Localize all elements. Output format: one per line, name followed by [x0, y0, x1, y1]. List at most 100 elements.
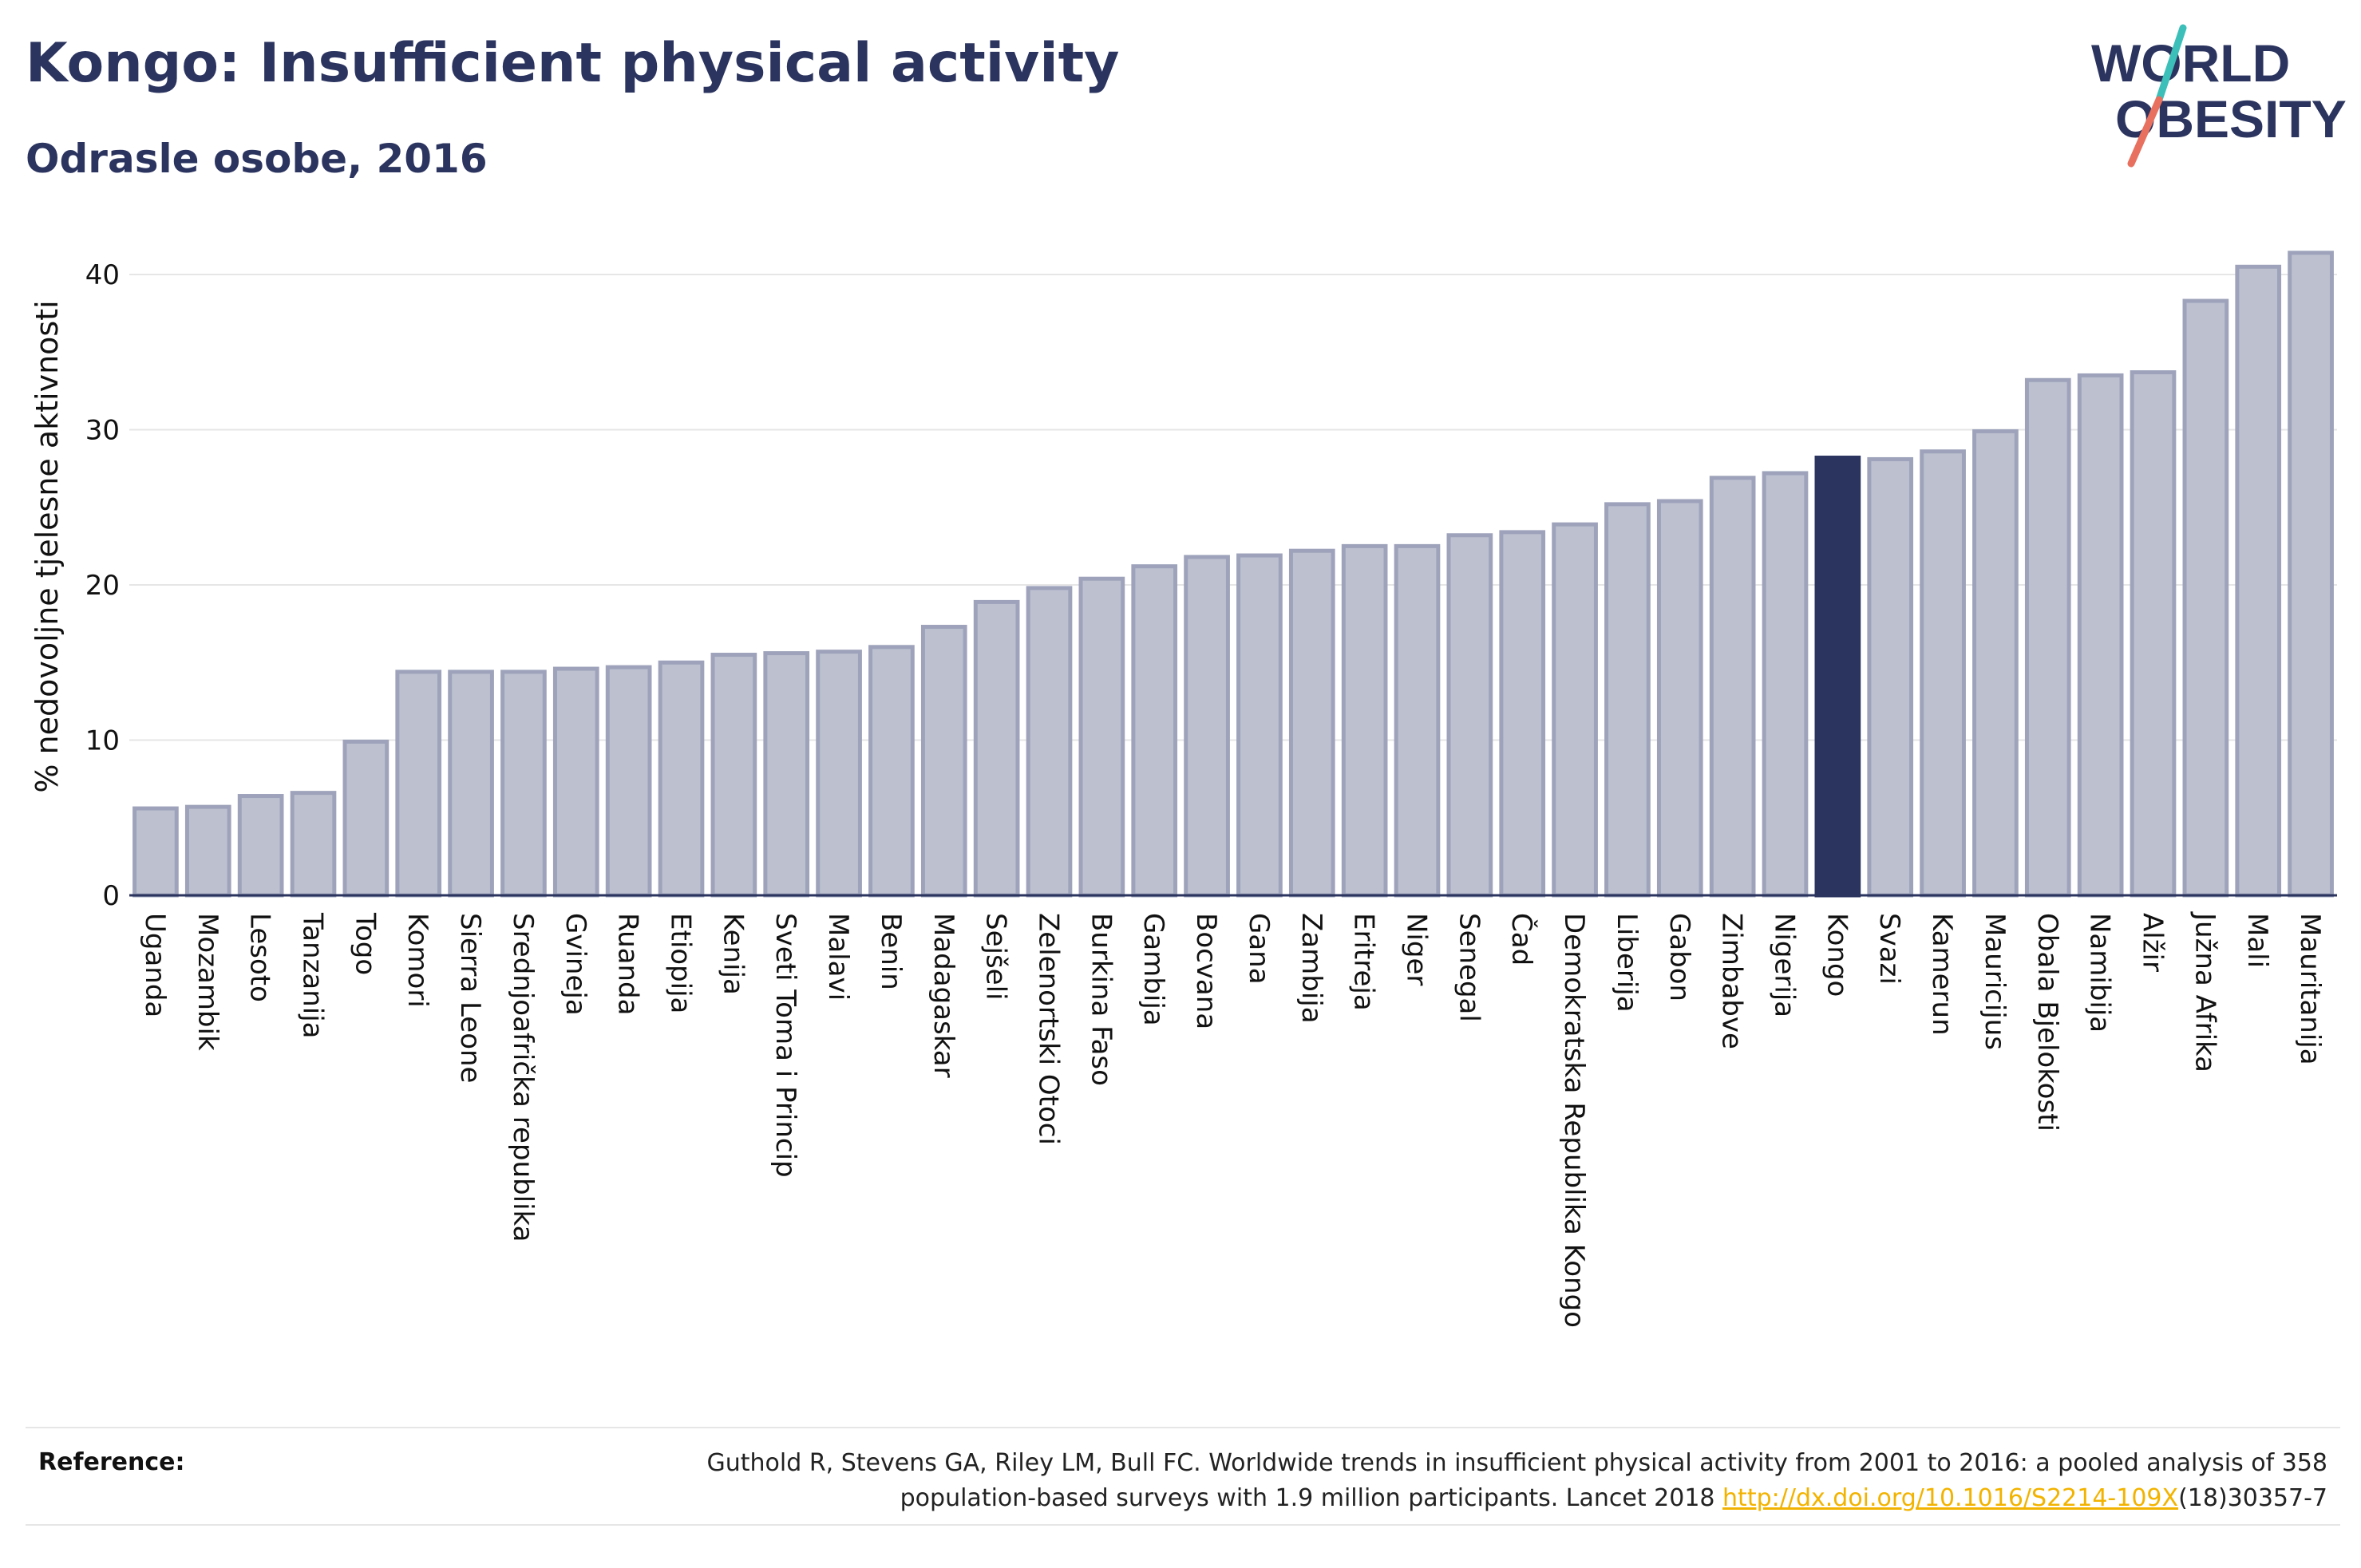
- reference-line-2-end: (18)30357-7: [2178, 1484, 2327, 1512]
- x-tick-label: Mauritanija: [2294, 913, 2326, 1065]
- x-tick-label: Madagaskar: [927, 913, 959, 1078]
- page-title: Kongo: Insufficient physical activity: [26, 32, 1120, 95]
- reference-line-1: Guthold R, Stevens GA, Riley LM, Bull FC…: [706, 1449, 2327, 1477]
- bar: [1972, 429, 2019, 898]
- bar: [816, 650, 862, 898]
- bar: [342, 739, 390, 898]
- reference-text: Guthold R, Stevens GA, Riley LM, Bull FC…: [492, 1446, 2327, 1516]
- bar: [1341, 543, 1388, 898]
- x-tick-label: Mozambik: [192, 913, 223, 1051]
- world-obesity-logo: WORLD OBESITY: [2091, 24, 2347, 168]
- x-tick-label: Gana: [1243, 913, 1275, 985]
- x-tick-label: Alžir: [2137, 913, 2169, 972]
- bar-highlight: [1814, 456, 1861, 898]
- x-tick-label: Mauricijus: [1979, 913, 2011, 1050]
- x-tick-label: Etiopija: [665, 913, 697, 1013]
- x-tick-label: Svazi: [1873, 913, 1905, 985]
- x-tick-label: Sejšeli: [980, 913, 1012, 1000]
- x-tick-label: Mali: [2241, 913, 2273, 968]
- bar: [1604, 502, 1651, 898]
- bar: [763, 651, 810, 898]
- bar: [1867, 456, 1914, 898]
- x-tick-label: Burkina Faso: [1085, 913, 1117, 1086]
- bar: [1288, 548, 1335, 898]
- x-tick-label: Tanzanija: [297, 912, 329, 1038]
- y-axis-label: % nedovoljne tjelesne aktivnosti: [30, 300, 65, 792]
- x-tick-label: Gabon: [1663, 913, 1695, 1001]
- x-tick-label: Bocvana: [1190, 913, 1222, 1029]
- y-tick-label: 20: [85, 570, 120, 602]
- x-tick-label: Zambija: [1295, 913, 1327, 1024]
- bar: [2288, 251, 2334, 898]
- x-tick-label: Gambija: [1137, 913, 1169, 1026]
- x-tick-label: Malavi: [822, 913, 854, 1001]
- x-tick-label: Sierra Leone: [454, 913, 486, 1083]
- x-tick-label: Liberija: [1611, 913, 1643, 1013]
- bar: [1709, 476, 1756, 898]
- bar: [132, 806, 179, 898]
- bar: [973, 599, 1020, 898]
- bar: [605, 665, 652, 898]
- bar: [395, 669, 442, 898]
- bar: [448, 669, 494, 898]
- bar: [658, 660, 705, 898]
- bar: [1499, 530, 1546, 898]
- footer-divider-bottom: [26, 1524, 2340, 1526]
- bars: [132, 251, 2334, 898]
- x-tick-label: Gvineja: [560, 913, 591, 1016]
- bar: [2130, 370, 2177, 898]
- x-tick-label: Eritreja: [1348, 913, 1380, 1011]
- x-tick-label: Obala Bjelokosti: [2031, 913, 2063, 1132]
- bar: [1394, 543, 1441, 898]
- x-tick-label: Demokratska Republika Kongo: [1558, 913, 1590, 1328]
- x-tick-label: Sveti Toma i Princip: [769, 913, 801, 1178]
- x-tick-label: Čad: [1505, 913, 1538, 966]
- bar: [1552, 522, 1598, 898]
- bar: [2024, 377, 2071, 898]
- y-tick-label: 0: [102, 880, 120, 912]
- bar: [1762, 471, 1809, 898]
- y-axis-ticks: 0 10 20 30 40: [85, 259, 120, 912]
- page-subtitle: Odrasle osobe, 2016: [26, 136, 488, 182]
- x-axis-labels: Uganda Mozambik Lesoto Tanzanija Togo Komori S…: [139, 911, 2326, 1328]
- bar: [552, 666, 599, 898]
- bar: [1026, 586, 1073, 898]
- x-tick-label: Niger: [1401, 913, 1433, 985]
- y-tick-label: 10: [85, 725, 120, 757]
- bar: [500, 669, 547, 898]
- reference-line-2: population-based surveys with 1.9 millio…: [900, 1484, 1723, 1512]
- bar: [184, 804, 231, 898]
- logo-line-1: WORLD: [2091, 34, 2290, 93]
- x-tick-label: Zimbabve: [1716, 913, 1748, 1049]
- x-tick-label: Togo: [349, 912, 381, 975]
- y-tick-label: 40: [85, 259, 120, 291]
- bar: [1920, 449, 1966, 898]
- bar: [2077, 373, 2124, 898]
- x-tick-label: Lesoto: [244, 913, 276, 1002]
- x-tick-label: Benin: [875, 913, 907, 990]
- footer-divider-top: [26, 1427, 2340, 1428]
- bar: [1131, 564, 1178, 898]
- logo-slash-teal: [2155, 24, 2187, 104]
- bar: [920, 625, 967, 898]
- x-tick-label: Kamerun: [1926, 913, 1958, 1036]
- bar: [1446, 533, 1493, 898]
- x-tick-label: Nigerija: [1769, 913, 1801, 1017]
- x-tick-label: Kenija: [717, 913, 749, 995]
- x-tick-label: Kongo: [1821, 913, 1853, 997]
- bar: [2182, 298, 2229, 898]
- x-tick-label: Južna Afrika: [2189, 911, 2221, 1072]
- reference-doi-link[interactable]: http://dx.doi.org/10.1016/S2214-109X: [1722, 1484, 2179, 1512]
- grid-lines: [129, 274, 2337, 741]
- bar: [1184, 555, 1230, 898]
- x-tick-label: Namibija: [2084, 913, 2116, 1033]
- x-tick-label: Srednjoafrička republika: [507, 913, 539, 1242]
- x-tick-label: Komori: [401, 913, 433, 1008]
- x-tick-label: Senegal: [1453, 913, 1485, 1022]
- x-tick-label: Uganda: [139, 913, 171, 1017]
- bar: [1236, 553, 1283, 898]
- bar: [1078, 576, 1125, 898]
- y-tick-label: 30: [85, 415, 120, 447]
- bar: [868, 645, 915, 898]
